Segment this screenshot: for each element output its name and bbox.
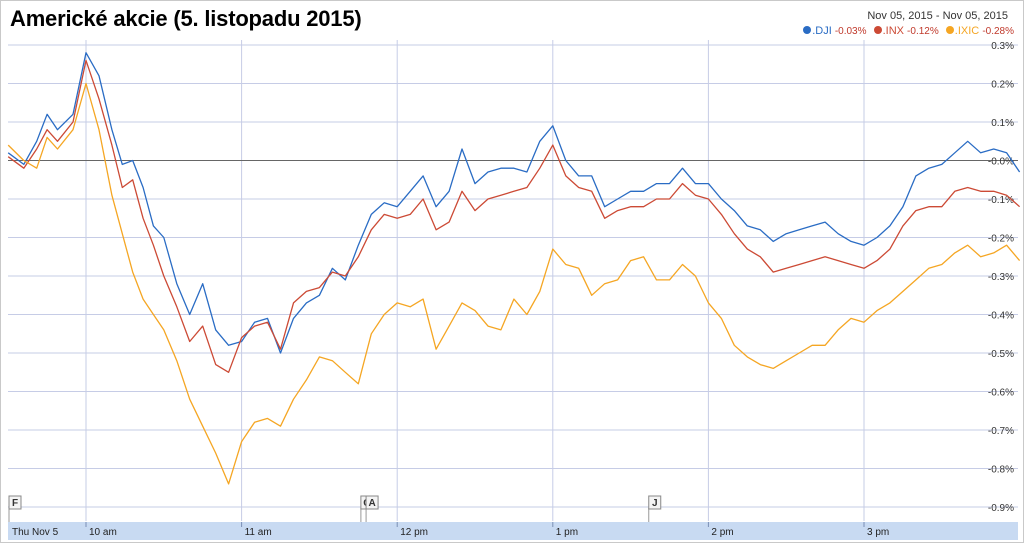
event-flag-a[interactable]: A	[365, 495, 379, 522]
date-range-from: Nov 05, 2015	[867, 10, 933, 22]
event-flag-box	[8, 495, 22, 510]
event-flag-box	[648, 495, 662, 510]
y-tick-label: -0.2%	[988, 234, 1014, 245]
y-tick-label: -0.7%	[988, 426, 1014, 437]
y-tick-label: -0.5%	[988, 349, 1014, 360]
legend-symbol: .IXIC	[954, 25, 980, 37]
date-range-separator: -	[935, 10, 940, 22]
chart-title: Americké akcie (5. listopadu 2015)	[10, 6, 362, 31]
y-tick-label: -0.4%	[988, 311, 1014, 322]
legend-change: -0.28%	[982, 26, 1014, 37]
legend-dot-icon	[873, 26, 882, 34]
x-tick-label: 10 am	[89, 527, 117, 538]
series-line-inx	[7, 59, 1021, 373]
y-tick-label: 0.3%	[991, 41, 1014, 52]
y-axis-ticks: 0.3% 0.2% 0.1% -0.0% -0.1% -0.2% -0.3% -0.4% -0.…	[988, 41, 1014, 514]
legend-change: -0.12%	[907, 26, 939, 37]
legend-symbol: .INX	[882, 25, 904, 37]
x-axis-band	[8, 522, 1018, 540]
x-tick-label: 1 pm	[556, 527, 578, 538]
event-flag-label: J	[652, 498, 658, 509]
event-flag-label: A	[368, 498, 375, 509]
gridlines	[8, 40, 1018, 521]
y-tick-label: -0.3%	[988, 272, 1014, 283]
event-flags: FCAJ	[8, 495, 662, 522]
x-axis-start-label: Thu Nov 5	[12, 527, 59, 538]
x-tick-label: 2 pm	[711, 527, 733, 538]
y-tick-label: -0.9%	[988, 503, 1014, 514]
legend-dot-icon	[945, 26, 954, 34]
y-tick-label: -0.1%	[988, 195, 1014, 206]
y-tick-label: 0.2%	[991, 80, 1014, 91]
date-range-to: Nov 05, 2015	[942, 10, 1008, 22]
series-line-dji	[7, 52, 1021, 354]
legend-change: -0.03%	[834, 26, 867, 37]
series-line-ixic	[7, 82, 1021, 485]
legend-item-ixic[interactable]: .IXIC -0.28%	[945, 25, 1014, 37]
series-lines	[7, 52, 1021, 485]
event-flag-label: F	[12, 498, 18, 509]
y-tick-label: -0.6%	[988, 388, 1014, 399]
x-tick-label: 3 pm	[867, 527, 889, 538]
legend-symbol: .DJI	[812, 25, 832, 37]
legend-item-dji[interactable]: .DJI -0.03%	[803, 25, 869, 37]
legend: .DJI -0.03% .INX -0.12% .IXIC -0.28%	[799, 25, 1014, 37]
date-range: Nov 05, 2015 - Nov 05, 2015	[867, 10, 1008, 22]
y-tick-label: 0.1%	[991, 118, 1014, 129]
y-tick-label: -0.8%	[988, 465, 1014, 476]
x-tick-label: 11 am	[245, 527, 272, 538]
legend-dot-icon	[803, 26, 812, 34]
y-tick-label: -0.0%	[988, 157, 1014, 168]
event-flag-j[interactable]: J	[648, 495, 662, 522]
event-flag-f[interactable]: F	[8, 495, 22, 522]
x-tick-label: 12 pm	[400, 527, 428, 538]
legend-item-inx[interactable]: .INX -0.12%	[873, 25, 942, 37]
x-axis: Thu Nov 5 10 am 11 am 12 pm 1 pm 2 pm 3 pm	[8, 522, 1018, 540]
event-flag-box	[365, 495, 379, 510]
